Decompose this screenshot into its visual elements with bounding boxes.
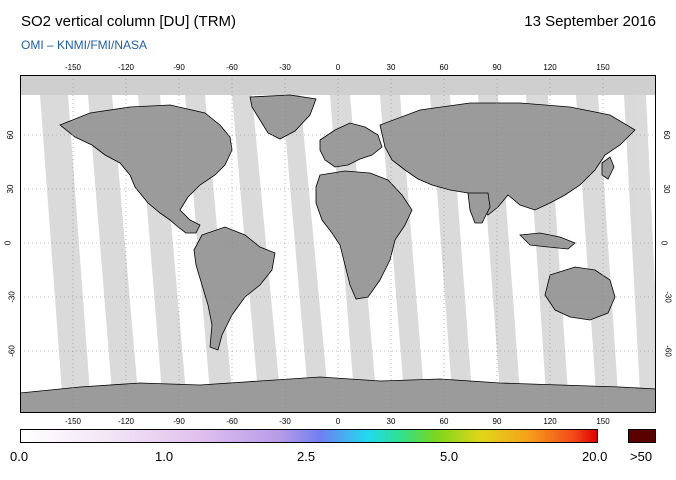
lat-tick-right: 30 <box>661 184 671 194</box>
lon-tick-bottom: 0 <box>335 417 341 426</box>
lon-tick-top: -150 <box>64 63 82 72</box>
lat-tick-right: -30 <box>663 291 673 303</box>
colorbar-over-label: >50 <box>630 449 653 464</box>
lon-tick-top: 120 <box>543 63 557 72</box>
lon-tick-top: -60 <box>226 63 238 72</box>
lat-tick-left: -30 <box>7 291 17 303</box>
data-credit: OMI – KNMI/FMI/NASA <box>21 38 148 52</box>
graticule <box>20 75 656 413</box>
lon-tick-bottom: 90 <box>492 417 502 426</box>
lon-tick-bottom: 150 <box>596 417 610 426</box>
colorbar <box>20 429 598 443</box>
lon-tick-top: -90 <box>173 63 185 72</box>
lon-tick-top: -120 <box>117 63 135 72</box>
lon-tick-bottom: -30 <box>279 417 291 426</box>
colorbar-label: 1.0 <box>155 449 174 464</box>
map-date: 13 September 2016 <box>524 13 656 30</box>
lat-tick-left: 60 <box>5 130 15 140</box>
lon-tick-bottom: 60 <box>439 417 449 426</box>
lon-tick-top: -30 <box>279 63 291 72</box>
greenland <box>249 94 317 140</box>
colorbar-over-box <box>628 429 656 443</box>
lon-tick-bottom: 30 <box>386 417 396 426</box>
lat-tick-right: 0 <box>659 240 669 246</box>
africa <box>315 170 413 300</box>
world-map <box>20 75 656 413</box>
south-america <box>193 226 276 351</box>
map-frame <box>20 75 656 413</box>
lon-tick-top: 150 <box>596 63 610 72</box>
lat-tick-right: 60 <box>661 130 671 140</box>
lon-tick-bottom: 120 <box>543 417 557 426</box>
lon-tick-bottom: -90 <box>173 417 185 426</box>
colorbar-label: 5.0 <box>440 449 459 464</box>
lat-tick-left: 30 <box>5 184 15 194</box>
lon-tick-top: 60 <box>439 63 449 72</box>
india <box>467 192 491 224</box>
australia <box>544 266 616 321</box>
europe <box>319 122 383 168</box>
indonesia <box>519 232 576 250</box>
lat-tick-right: -60 <box>663 345 673 357</box>
japan <box>601 156 615 180</box>
lat-tick-left: -60 <box>7 345 17 357</box>
lat-tick-left: 0 <box>3 240 13 246</box>
lon-tick-bottom: -60 <box>226 417 238 426</box>
lon-tick-bottom: -150 <box>64 417 82 426</box>
lon-tick-top: 0 <box>335 63 341 72</box>
lon-tick-top: 30 <box>386 63 396 72</box>
colorbar-label: 20.0 <box>582 449 608 464</box>
colorbar-label: 2.5 <box>297 449 316 464</box>
lon-tick-top: 90 <box>492 63 502 72</box>
map-title: SO2 vertical column [DU] (TRM) <box>21 13 237 30</box>
lon-tick-bottom: -120 <box>117 417 135 426</box>
north-america <box>59 104 233 234</box>
colorbar-label: 0.0 <box>10 449 29 464</box>
